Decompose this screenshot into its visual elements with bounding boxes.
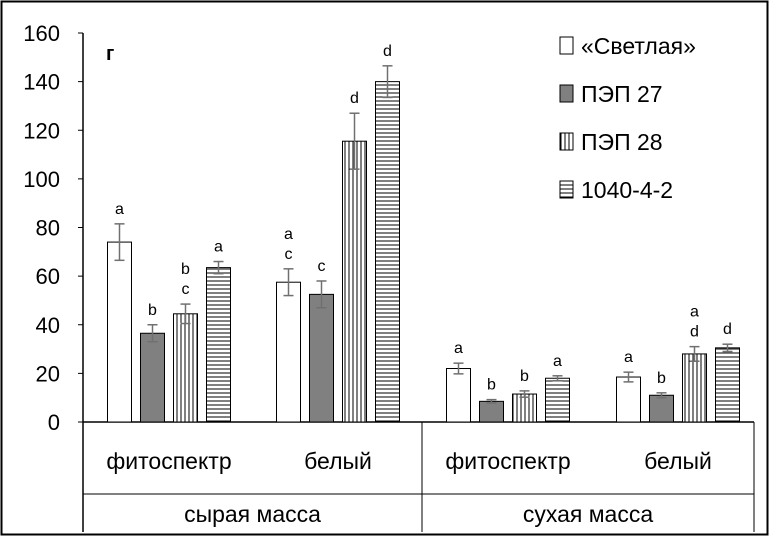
y-tick-label: 40: [36, 313, 60, 338]
category-label: фитоспектр: [445, 448, 570, 474]
group-label: сухая масса: [523, 501, 653, 527]
significance-letter: d: [690, 324, 699, 341]
bar: [309, 293, 334, 423]
bar: [616, 376, 641, 423]
y-tick-label: 80: [36, 216, 60, 241]
significance-letter: c: [182, 281, 190, 298]
y-tick-label: 120: [23, 118, 60, 143]
significance-letter: a: [690, 304, 699, 321]
bar: [173, 313, 198, 423]
bar: [479, 400, 504, 423]
significance-letter: a: [454, 340, 463, 357]
bar: [107, 241, 132, 423]
significance-letter: a: [553, 353, 562, 370]
y-tick-label: 0: [48, 410, 60, 435]
group-label: сырая масса: [184, 501, 321, 527]
significance-letter: d: [723, 321, 732, 338]
significance-letter: d: [383, 43, 392, 60]
y-tick-label: 100: [23, 167, 60, 192]
significance-letter: d: [350, 90, 359, 107]
bar: [375, 81, 400, 423]
significance-letter: c: [285, 246, 293, 263]
significance-letter: a: [214, 239, 223, 256]
legend-swatch: [559, 84, 574, 103]
significance-letter: a: [284, 226, 293, 243]
significance-letter: b: [148, 302, 157, 319]
significance-letter: b: [520, 368, 529, 385]
bar: [715, 347, 740, 423]
bar: [512, 393, 537, 423]
significance-letter: c: [318, 258, 326, 275]
legend-swatch: [559, 180, 574, 199]
bar: [545, 377, 570, 423]
bar: [140, 332, 165, 423]
bar: [206, 267, 231, 423]
significance-letter: b: [487, 377, 496, 394]
significance-letter: a: [115, 201, 124, 218]
bar: [682, 353, 707, 423]
bar: [276, 281, 301, 423]
legend-swatch: [559, 36, 574, 55]
significance-letter: b: [657, 370, 666, 387]
legend-label: ПЭП 28: [581, 129, 663, 155]
legend-label: ПЭП 27: [581, 81, 663, 107]
y-tick-label: 20: [36, 361, 60, 386]
legend-swatch: [559, 132, 574, 151]
category-label: фитоспектр: [106, 448, 231, 474]
significance-letter: b: [181, 261, 190, 278]
y-tick-label: 160: [23, 21, 60, 46]
category-label: белый: [304, 448, 372, 474]
legend-label: «Светлая»: [581, 33, 696, 59]
category-label: белый: [644, 448, 712, 474]
bar: [342, 140, 367, 423]
significance-letter: a: [624, 349, 633, 366]
y-tick-label: 60: [36, 264, 60, 289]
bar: [649, 394, 674, 423]
panel-label: г: [106, 43, 114, 65]
bar: [446, 368, 471, 423]
legend-label: 1040-4-2: [581, 177, 673, 203]
y-tick-label: 140: [23, 70, 60, 95]
